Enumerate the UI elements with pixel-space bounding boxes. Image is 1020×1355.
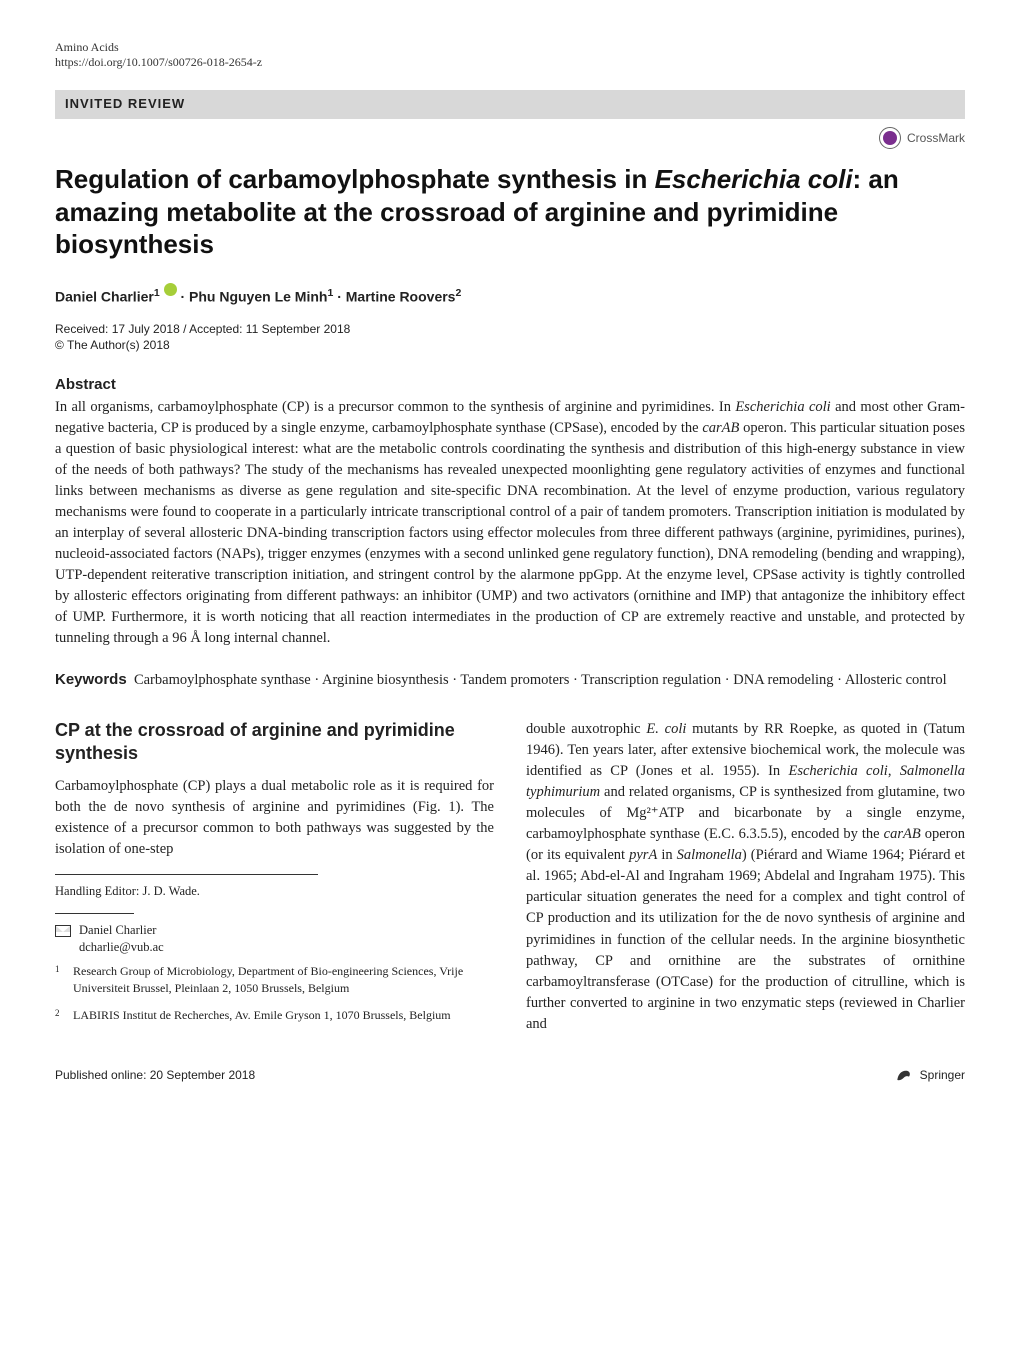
abstract-heading: Abstract [55, 376, 965, 393]
right-italic-5: pyrA [629, 847, 657, 863]
author-2-name: Phu Nguyen Le Minh [189, 288, 327, 304]
abstract-frag-3: operon. This particular situation poses … [55, 420, 965, 646]
crossmark-row: CrossMark [55, 127, 965, 149]
published-online: Published online: 20 September 2018 [55, 1068, 255, 1082]
left-column: CP at the crossroad of arginine and pyri… [55, 719, 494, 1034]
crossmark-label: CrossMark [907, 131, 965, 145]
corresponding-email[interactable]: dcharlie@vub.ac [79, 939, 164, 957]
envelope-icon [55, 925, 71, 937]
left-body-text: Carbamoylphosphate (CP) plays a dual met… [55, 776, 494, 860]
author-2-aff: 1 [327, 287, 333, 299]
article-title: Regulation of carbamoylphosphate synthes… [55, 163, 965, 261]
affil-2-text: LABIRIS Institut de Recherches, Av. Emil… [73, 1007, 451, 1024]
right-frag-1: double auxotrophic [526, 721, 646, 737]
journal-name: Amino Acids [55, 40, 965, 55]
crossmark-badge[interactable]: CrossMark [879, 127, 965, 149]
article-type-bar: INVITED REVIEW [55, 90, 965, 119]
affiliation-1: 1 Research Group of Microbiology, Depart… [55, 963, 494, 997]
author-1-name: Daniel Charlier [55, 288, 154, 304]
abstract-italic-1: Escherichia coli [735, 399, 830, 415]
author-separator-2: · [337, 288, 346, 304]
publisher-name: Springer [920, 1068, 965, 1082]
footnote-separator-2 [55, 913, 134, 914]
abstract-text: In all organisms, carbamoylphosphate (CP… [55, 397, 965, 649]
body-columns: CP at the crossroad of arginine and pyri… [55, 719, 965, 1034]
title-prefix: Regulation of carbamoylphosphate synthes… [55, 164, 655, 194]
article-type-label: INVITED REVIEW [65, 96, 185, 111]
right-frag-7: ) (Piérard and Wiame 1964; Piérard et al… [526, 847, 965, 1031]
author-3-aff: 2 [455, 287, 461, 299]
abstract-italic-2: carAB [702, 420, 739, 436]
corresponding-name: Daniel Charlier [79, 922, 164, 940]
author-list: Daniel Charlier1 · Phu Nguyen Le Minh1 ·… [55, 283, 965, 305]
keywords-text: Carbamoylphosphate synthase · Arginine b… [134, 672, 947, 688]
affil-1-num: 1 [55, 963, 65, 997]
right-frag-3: , [888, 763, 900, 779]
right-italic-1: E. coli [646, 721, 686, 737]
springer-icon [894, 1065, 914, 1085]
author-separator-1: · [180, 288, 189, 304]
doi-link[interactable]: https://doi.org/10.1007/s00726-018-2654-… [55, 55, 965, 70]
affil-1-text: Research Group of Microbiology, Departme… [73, 963, 494, 997]
affiliation-2: 2 LABIRIS Institut de Recherches, Av. Em… [55, 1007, 494, 1024]
affil-2-num: 2 [55, 1007, 65, 1024]
author-1-aff: 1 [154, 287, 160, 299]
handling-editor: Handling Editor: J. D. Wade. [55, 883, 494, 901]
right-italic-4: carAB [884, 826, 921, 842]
right-italic-2: Escherichia coli [788, 763, 887, 779]
right-italic-6: Salmonella [677, 847, 742, 863]
right-frag-6: in [657, 847, 676, 863]
page-footer: Published online: 20 September 2018 Spri… [55, 1065, 965, 1085]
keywords-heading: Keywords [55, 671, 127, 688]
publisher-badge: Springer [894, 1065, 965, 1085]
orcid-icon[interactable] [164, 283, 177, 296]
author-3-name: Martine Roovers [346, 288, 456, 304]
article-dates: Received: 17 July 2018 / Accepted: 11 Se… [55, 322, 965, 336]
title-species: Escherichia coli [655, 164, 853, 194]
section-heading: CP at the crossroad of arginine and pyri… [55, 719, 494, 764]
corresponding-author: Daniel Charlier dcharlie@vub.ac [55, 922, 494, 957]
crossmark-icon [879, 127, 901, 149]
keywords-line: Keywords Carbamoylphosphate synthase · A… [55, 671, 965, 689]
right-column: double auxotrophic E. coli mutants by RR… [526, 719, 965, 1034]
right-body-text: double auxotrophic E. coli mutants by RR… [526, 719, 965, 1034]
copyright-line: © The Author(s) 2018 [55, 338, 965, 352]
abstract-frag-1: In all organisms, carbamoylphosphate (CP… [55, 399, 735, 415]
footnote-separator-1 [55, 874, 318, 875]
